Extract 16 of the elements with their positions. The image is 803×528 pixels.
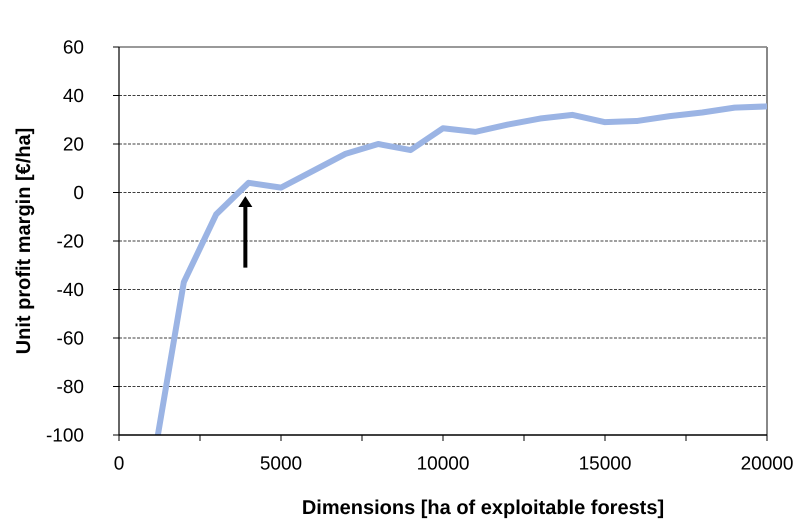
y-tick-label: 0	[73, 183, 84, 204]
y-tick-label: 20	[62, 134, 84, 156]
y-tick-label: -60	[56, 328, 84, 350]
x-tick-label: 10000	[416, 454, 470, 475]
x-tick-label: 15000	[578, 454, 632, 475]
y-tick-label: -40	[56, 280, 84, 302]
x-axis-title: Dimensions [ha of exploitable forests]	[302, 497, 664, 519]
y-tick-label: -100	[46, 426, 84, 447]
x-tick-label: 5000	[260, 454, 302, 475]
y-axis-title: Unit profit margin [€/ha]	[13, 128, 35, 354]
x-tick-label: 20000	[740, 454, 794, 475]
y-tick-label: 60	[62, 38, 84, 59]
y-tick-label: -80	[56, 377, 84, 398]
y-tick-label: -20	[56, 232, 84, 253]
y-tick-label: 40	[62, 86, 84, 108]
x-tick-label: 0	[114, 454, 124, 475]
